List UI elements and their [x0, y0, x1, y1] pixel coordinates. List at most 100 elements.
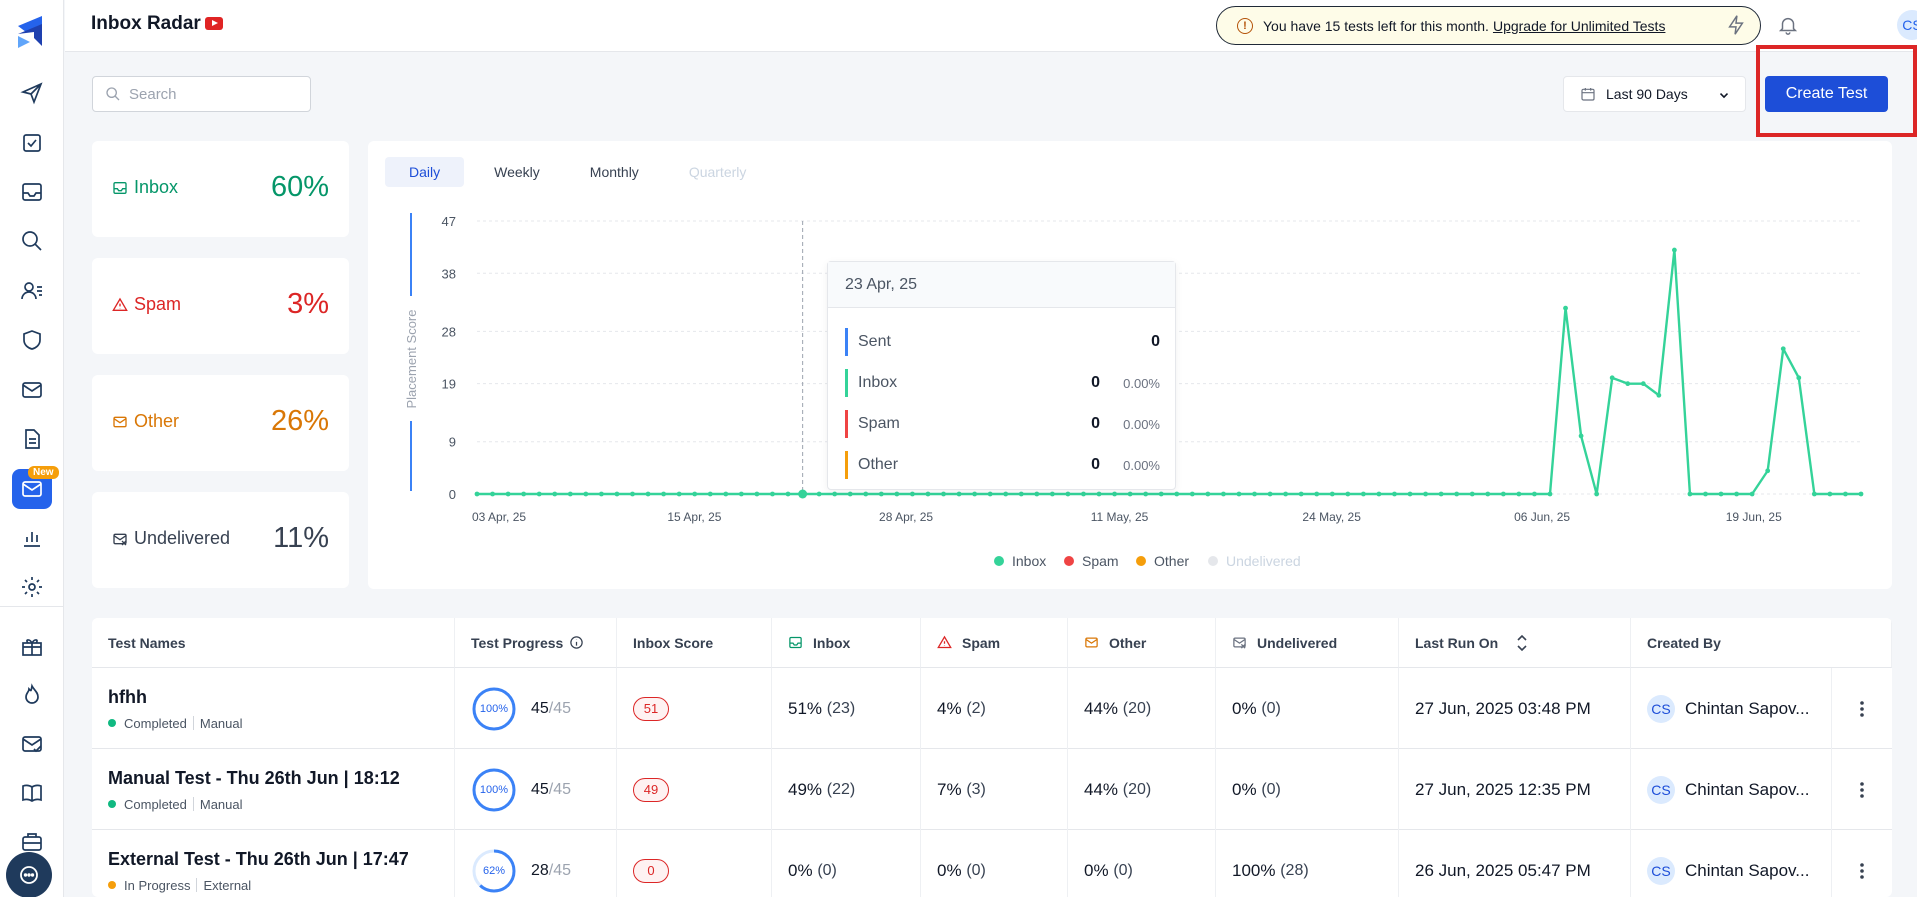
- x-tick-label: 03 Apr, 25: [472, 510, 526, 524]
- sidebar-item-gear[interactable]: [12, 567, 52, 607]
- data-point: [1174, 491, 1180, 497]
- data-point: [1843, 491, 1848, 497]
- undelivered-cell: 100% (28): [1216, 830, 1399, 897]
- table-row[interactable]: External Test - Thu 26th Jun | 17:47 In P…: [92, 830, 1892, 897]
- upgrade-link[interactable]: Upgrade for Unlimited Tests: [1492, 17, 1666, 34]
- gear-icon: [22, 577, 42, 597]
- envelope-icon: [113, 416, 127, 427]
- top-header: Inbox Radar ! You have 15 tests left for…: [65, 0, 1917, 52]
- sidebar-item-search[interactable]: [12, 221, 52, 261]
- envelope-x-icon: [1233, 637, 1246, 649]
- data-point: [1858, 491, 1864, 497]
- app-logo-icon[interactable]: [12, 12, 52, 52]
- sidebar-item-bar-chart[interactable]: [12, 518, 52, 558]
- data-point: [676, 491, 682, 497]
- data-point: [1189, 491, 1195, 497]
- table-row[interactable]: Manual Test - Thu 26th Jun | 18:12 Comple…: [92, 749, 1892, 830]
- data-point: [770, 491, 775, 497]
- tooltip-date: 23 Apr, 25: [828, 262, 1175, 308]
- data-point: [614, 491, 620, 497]
- chat-button[interactable]: [6, 852, 52, 897]
- data-point: [878, 491, 884, 497]
- more-vertical-icon: [1860, 862, 1864, 879]
- tab-monthly[interactable]: Monthly: [589, 164, 639, 180]
- sidebar-item-mail[interactable]: [12, 370, 52, 410]
- legend-label: Spam: [1082, 553, 1119, 569]
- table-row[interactable]: hfhh Completed Manual 100% 45/45 51 51% (23) 4%…: [92, 668, 1892, 749]
- spam-count: (2): [966, 699, 986, 717]
- test-name[interactable]: Manual Test - Thu 26th Jun | 18:12: [108, 767, 400, 788]
- sidebar-item-fire[interactable]: [12, 675, 52, 715]
- sidebar-item-users[interactable]: [12, 271, 52, 311]
- data-point: [723, 491, 729, 497]
- sidebar-item-send[interactable]: [12, 73, 52, 113]
- data-point: [1656, 392, 1662, 398]
- more-vertical-icon: [1860, 700, 1864, 717]
- col-header-inbox: Inbox: [772, 618, 921, 668]
- data-point: [1329, 491, 1335, 497]
- tooltip-value: 0: [1091, 374, 1100, 391]
- data-point: [1314, 491, 1320, 497]
- data-point: [521, 491, 527, 497]
- data-point: [894, 491, 900, 497]
- sidebar-item-shield[interactable]: [12, 320, 52, 360]
- legend-marker: [994, 556, 1004, 566]
- row-menu-button[interactable]: [1832, 830, 1892, 897]
- stat-card-undelivered: Undelivered 11%: [92, 492, 349, 588]
- sidebar-item-inbox[interactable]: [12, 172, 52, 212]
- progress-done: 45: [531, 699, 549, 717]
- col-header-created-by: Created By: [1631, 618, 1892, 668]
- sidebar-item-briefcase[interactable]: [12, 822, 52, 862]
- tab-daily[interactable]: Daily: [385, 157, 465, 187]
- test-name[interactable]: External Test - Thu 26th Jun | 17:47: [108, 848, 409, 869]
- other-percent: 44%: [1084, 698, 1119, 718]
- data-point: [1796, 375, 1802, 381]
- tooltip-label: Spam: [858, 415, 900, 432]
- data-point: [832, 491, 838, 497]
- sort-icon[interactable]: [1516, 631, 1528, 655]
- sidebar-item-mail-check[interactable]: [12, 724, 52, 764]
- date-range-select[interactable]: Last 90 Days: [1563, 76, 1746, 112]
- user-avatar[interactable]: CS: [1897, 10, 1917, 40]
- info-icon[interactable]: [569, 635, 584, 650]
- sidebar-item-document[interactable]: [12, 419, 52, 459]
- create-test-button[interactable]: Create Test: [1765, 76, 1888, 112]
- row-menu-button[interactable]: [1832, 749, 1892, 830]
- spam-count: (0): [966, 861, 986, 879]
- undelivered-count: (0): [1261, 699, 1281, 717]
- progress-ring: 100%: [471, 767, 517, 813]
- search-input[interactable]: [129, 85, 299, 103]
- data-point: [1687, 491, 1693, 497]
- tab-quarterly: Quarterly: [688, 164, 747, 180]
- sidebar: New: [0, 0, 64, 897]
- lightning-icon[interactable]: [1723, 12, 1749, 38]
- warning-triangle-icon: [937, 635, 952, 649]
- data-point: [738, 491, 744, 497]
- data-point: [1018, 491, 1024, 497]
- data-point: [474, 491, 480, 497]
- data-point: [1485, 491, 1491, 497]
- tab-weekly[interactable]: Weekly: [494, 164, 540, 180]
- col-header-last-run[interactable]: Last Run On: [1399, 618, 1631, 668]
- test-name[interactable]: hfhh: [108, 686, 147, 707]
- last-run-cell: 27 Jun, 2025 03:48 PM: [1399, 668, 1631, 749]
- tests-table: Test Names Test Progress Inbox Score Inb…: [92, 618, 1892, 897]
- bell-icon[interactable]: [1775, 12, 1801, 38]
- col-header-test-progress: Test Progress: [455, 618, 617, 668]
- search-box: [92, 76, 311, 112]
- data-point: [941, 491, 946, 497]
- sidebar-item-gift[interactable]: [12, 626, 52, 666]
- sidebar-item-book[interactable]: [12, 773, 52, 813]
- youtube-icon[interactable]: [205, 17, 223, 30]
- status-dot: [108, 800, 116, 808]
- new-badge: New: [28, 466, 59, 479]
- data-point: [645, 491, 651, 497]
- tooltip-row-inbox: Inbox 0 0.00%: [845, 369, 1160, 397]
- sidebar-item-checklist[interactable]: [12, 123, 52, 163]
- data-point: [536, 491, 542, 497]
- tooltip-row-other: Other 0 0.00%: [845, 451, 1160, 479]
- data-point: [785, 491, 791, 497]
- inbox-score-cell: 51: [617, 668, 772, 749]
- row-menu-button[interactable]: [1832, 668, 1892, 749]
- shield-icon: [23, 330, 41, 350]
